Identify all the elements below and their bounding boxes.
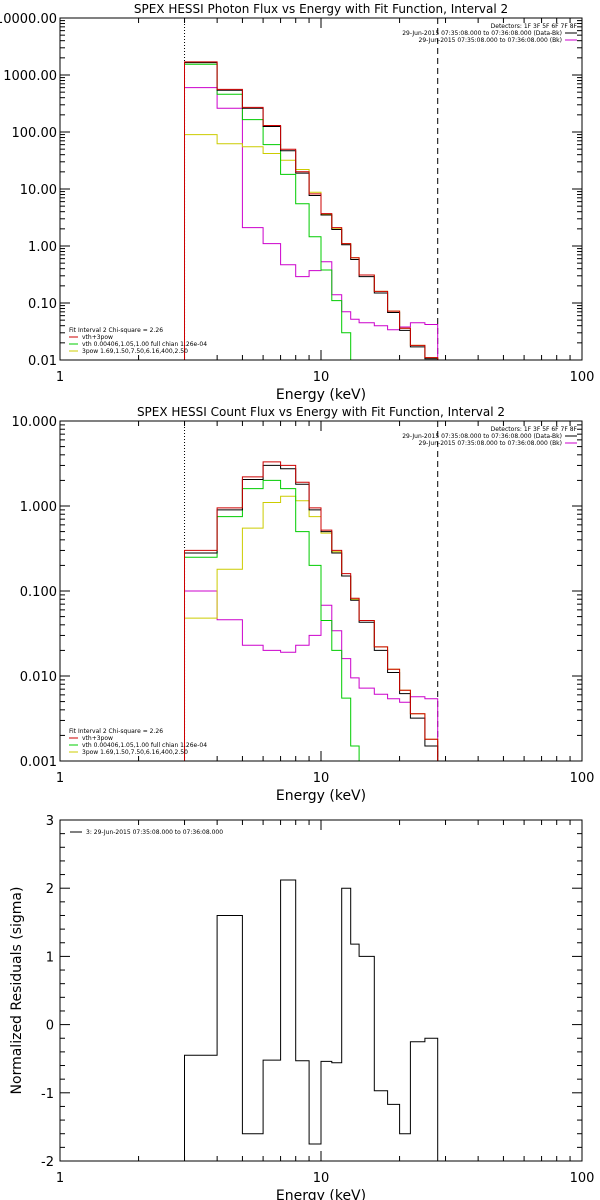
- legend-label: vth 0.00406,1.05,1.00 full chian 1.26e-0…: [82, 742, 207, 749]
- x-tick-label: 100: [570, 1171, 595, 1186]
- y-tick-label: 2: [46, 882, 54, 897]
- series-line: [184, 63, 352, 360]
- legend-label: vth+3pow: [82, 334, 113, 341]
- y-tick-label: 3: [46, 814, 54, 829]
- legend-label: Fit Interval 2 Chi-square = 2.26: [69, 327, 163, 334]
- y-tick-label: 0: [46, 1019, 54, 1034]
- legend-label: vth 0.00406,1.05,1.00 full chian 1.26e-0…: [82, 341, 207, 348]
- y-tick-label: 10.00: [20, 183, 57, 198]
- series-line: [184, 461, 439, 761]
- chart-panel-3: 1 10 100 Energy (keV) -2 -1 0 1 2 3 Normalized Res…: [9, 814, 594, 1200]
- chart-title: SPEX HESSI Count Flux vs Energy with Fit…: [137, 405, 505, 419]
- legend-label: 3: 29-Jun-2015 07:35:08.000 to 07:36:08.…: [86, 829, 223, 836]
- plot-frame: [59, 819, 583, 1162]
- series-line: [184, 134, 439, 360]
- plot-frame: [59, 420, 583, 762]
- legend-label: Fit Interval 2 Chi-square = 2.26: [69, 728, 163, 735]
- x-tick-label: 10: [313, 771, 330, 786]
- y-tick-label: 0.01: [28, 354, 57, 369]
- y-tick-label: 1.000: [20, 500, 57, 515]
- x-axis-label: Energy (keV): [276, 1188, 366, 1200]
- series-line: [184, 879, 439, 1161]
- legend-label: Detectors: 1F 3F 5F 6F 7F 8F: [491, 426, 578, 433]
- legend-label: Detectors: 1F 3F 5F 6F 7F 8F: [491, 23, 578, 30]
- legend-label: 3pow 1.69,1.50,7.50,6.16,400,2.50: [82, 749, 188, 756]
- x-tick-label: 1: [56, 370, 64, 385]
- series-line: [184, 590, 439, 761]
- y-tick-label: -2: [41, 1155, 54, 1170]
- y-tick-label: 1: [46, 950, 54, 965]
- y-tick-label: 0.010: [20, 670, 57, 685]
- x-tick-label: 100: [570, 370, 595, 385]
- x-axis-label: Energy (keV): [276, 788, 366, 804]
- chart-panel-2: SPEX HESSI Count Flux vs Energy with Fit…: [12, 405, 595, 804]
- plot-frame: [59, 17, 583, 361]
- x-tick-label: 1: [56, 1171, 64, 1186]
- chart-title: SPEX HESSI Photon Flux vs Energy with Fi…: [134, 2, 508, 16]
- y-tick-label: 0.001: [20, 755, 57, 770]
- y-tick-label: -1: [41, 1087, 54, 1102]
- series-group: [184, 879, 439, 1161]
- legend-label: vth+3pow: [82, 735, 113, 742]
- series-line: [184, 62, 439, 360]
- y-tick-label: 10000.00: [0, 12, 57, 27]
- legend-label: 29-Jun-2015 07:35:08.000 to 07:36:08.000…: [402, 433, 562, 440]
- series-group: [184, 461, 439, 761]
- y-tick-label: 0.100: [20, 585, 57, 600]
- legend-label: 29-Jun-2015 07:35:08.000 to 07:36:08.000…: [419, 440, 562, 447]
- series-line: [184, 87, 439, 360]
- x-tick-label: 1: [56, 771, 64, 786]
- series-line: [184, 464, 439, 761]
- y-tick-label: 100.00: [12, 126, 58, 141]
- series-group: [184, 61, 439, 360]
- x-tick-label: 100: [570, 771, 595, 786]
- y-tick-label: 0.10: [28, 297, 57, 312]
- y-tick-label: 10.000: [12, 415, 58, 430]
- y-axis-label: Normalized Residuals (sigma): [9, 887, 25, 1095]
- y-tick-label: 1000.00: [3, 69, 57, 84]
- chart-panel-1: SPEX HESSI Photon Flux vs Energy with Fi…: [0, 2, 595, 403]
- legend-label: 3pow 1.69,1.50,7.50,6.16,400,2.50: [82, 348, 188, 355]
- x-tick-label: 10: [313, 370, 330, 385]
- y-tick-label: 1.00: [28, 240, 57, 255]
- series-line: [184, 61, 439, 360]
- legend-label: 29-Jun-2015 07:35:08.000 to 07:36:08.000…: [402, 30, 562, 37]
- x-tick-label: 10: [313, 1171, 330, 1186]
- legend-label: 29-Jun-2015 07:35:08.000 to 07:36:08.000…: [419, 37, 562, 44]
- series-line: [184, 479, 360, 761]
- x-axis-label: Energy (keV): [276, 387, 366, 403]
- series-line: [184, 495, 439, 761]
